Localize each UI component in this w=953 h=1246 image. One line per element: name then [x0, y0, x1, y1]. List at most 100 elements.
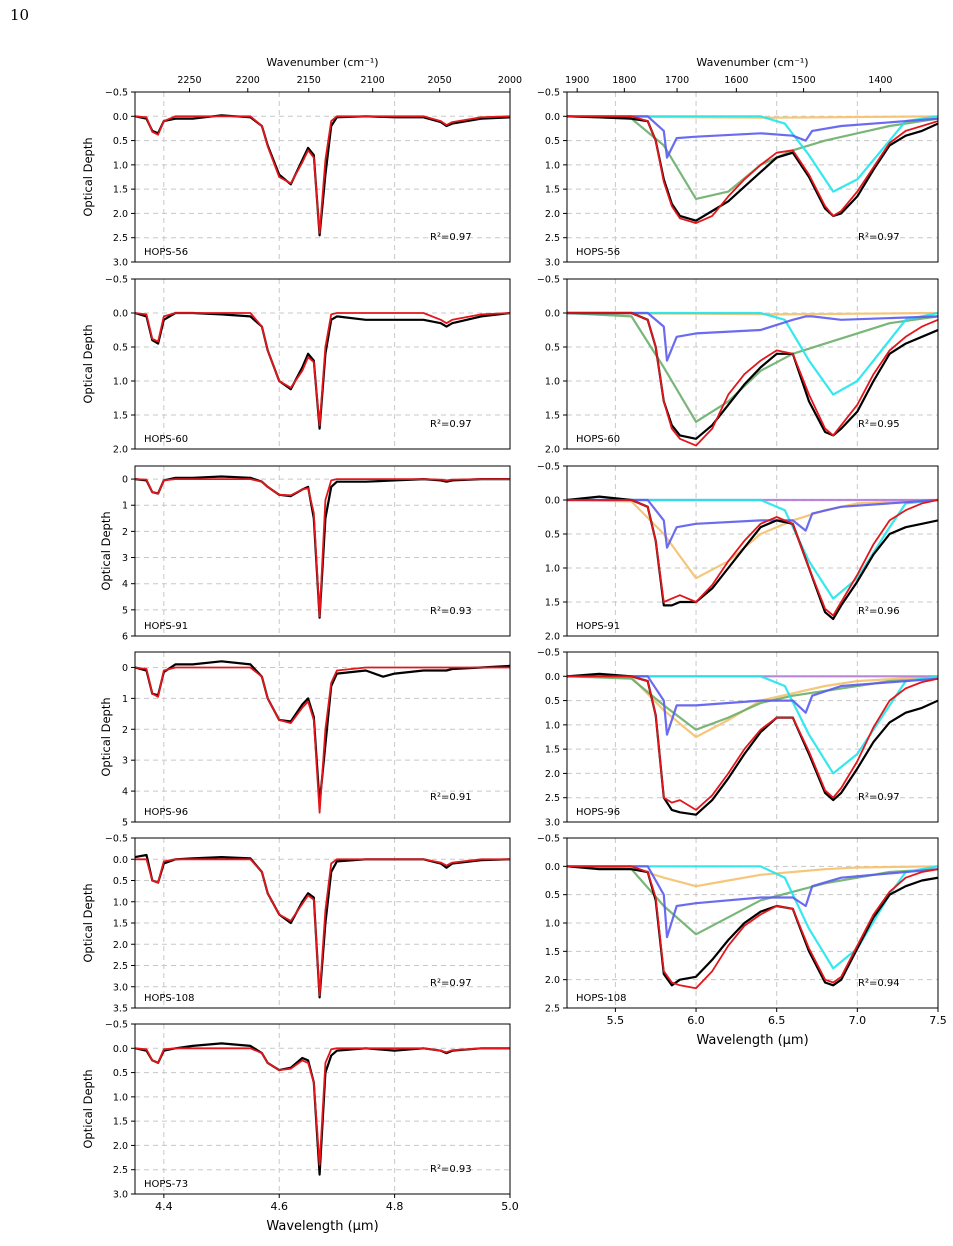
series-cyan-component	[567, 498, 938, 600]
y-tick-label: 2.5	[113, 233, 128, 244]
panel-label: HOPS-108	[576, 993, 626, 1004]
y-tick-label: 2	[122, 527, 128, 538]
r2-label: R²=0.94	[858, 978, 900, 989]
y-tick-label: 0.0	[113, 855, 128, 866]
y-tick-label: 1	[122, 694, 128, 705]
panel-left-hops-96: 0 1 2 3 4 5 HOPS-96 R²=0.91 Optical Depth	[99, 651, 511, 829]
y-tick-label: 1.5	[113, 411, 128, 422]
y-tick-label: 4	[122, 579, 128, 590]
series-cyan-component	[567, 865, 938, 970]
y-tick-label: 0.0	[545, 496, 560, 507]
panel-right-hops-60: −0.5 0.0 0.5 1.0 1.5 2.0 HOPS-60 R²=0.95	[537, 275, 939, 456]
series-total-fit	[135, 115, 510, 234]
y-tick-label: 1	[122, 501, 128, 512]
y-tick-label: 2.0	[113, 1141, 128, 1152]
r2-label: R²=0.97	[430, 232, 472, 243]
y-tick-label: −0.5	[537, 275, 560, 286]
y-tick-label: 1.5	[545, 185, 560, 196]
panel-label: HOPS-91	[144, 621, 188, 632]
y-tick-label: 1.0	[545, 160, 560, 171]
y-axis-label: Optical Depth	[99, 511, 113, 590]
y-tick-label: 0.5	[545, 343, 560, 354]
top-tick-label: 2250	[177, 75, 201, 86]
y-tick-label: 2.5	[545, 233, 560, 244]
series-total-fit	[135, 858, 510, 997]
r2-label: R²=0.93	[430, 606, 472, 617]
y-tick-label: −0.5	[105, 275, 128, 286]
panel-label: HOPS-60	[576, 434, 620, 445]
y-tick-label: −0.5	[105, 88, 128, 99]
r2-label: R²=0.96	[858, 606, 900, 617]
y-tick-label: −0.5	[537, 88, 560, 99]
x-tick-label: 6.0	[687, 1014, 705, 1027]
y-tick-label: 0.5	[545, 136, 560, 147]
top-tick-label: 1800	[612, 75, 636, 86]
y-tick-label: 2.0	[113, 940, 128, 951]
y-tick-label: 2.0	[113, 445, 128, 456]
series-total-fit	[567, 312, 938, 447]
x-tick-label: 7.0	[849, 1014, 867, 1027]
x-tick-label: 6.5	[768, 1014, 786, 1027]
y-tick-label: 1.0	[545, 720, 560, 731]
y-tick-label: 2.5	[113, 1165, 128, 1176]
panel-right-hops-56: −0.5 0.0 0.5 1.0 1.5 2.0 2.5 3.0 HOPS-56 R²=0.97 W…	[537, 56, 939, 269]
y-tick-label: 0.5	[545, 530, 560, 541]
y-tick-label: 1.5	[545, 745, 560, 756]
y-tick-label: 0.5	[545, 890, 560, 901]
panel-frame	[566, 837, 939, 1009]
top-tick-label: 1400	[868, 75, 892, 86]
y-tick-label: 1.5	[113, 185, 128, 196]
y-tick-label: 0.5	[113, 876, 128, 887]
panel-label: HOPS-96	[576, 807, 620, 818]
page-number: 10	[10, 6, 30, 24]
r2-label: R²=0.95	[858, 419, 900, 430]
panel-left-hops-73: −0.5 0.0 0.5 1.0 1.5 2.0 2.5 3.0 HOPS-73 R²=0.93 O…	[81, 1020, 519, 1235]
y-tick-label: 2.0	[545, 975, 560, 986]
r2-label: R²=0.93	[430, 1164, 472, 1175]
y-axis-label: Optical Depth	[81, 883, 95, 962]
series-total-fit	[135, 312, 510, 427]
y-tick-label: 0.0	[113, 112, 128, 123]
panel-label: HOPS-108	[144, 993, 194, 1004]
series-total-fit	[135, 1047, 510, 1166]
y-tick-label: 3.0	[113, 1190, 128, 1201]
y-tick-label: 0.0	[113, 1044, 128, 1055]
y-tick-label: −0.5	[537, 834, 560, 845]
panel-label: HOPS-60	[144, 434, 188, 445]
series-total-fit	[135, 478, 510, 618]
panel-frame	[566, 651, 939, 823]
panel-left-hops-60: −0.5 0.0 0.5 1.0 1.5 2.0 HOPS-60 R²=0.97 Optical…	[81, 275, 511, 456]
y-tick-label: 6	[122, 632, 128, 643]
y-tick-label: 1.0	[545, 564, 560, 575]
x-tick-label: 4.8	[386, 1200, 404, 1213]
y-tick-label: 2.0	[545, 445, 560, 456]
panel-frame	[134, 651, 511, 823]
y-tick-label: 0.5	[113, 136, 128, 147]
panel-left-hops-91: 0 1 2 3 4 5 6 HOPS-91 R²=0.93 Optical Depth	[99, 465, 511, 643]
y-tick-label: 1.5	[545, 947, 560, 958]
panel-label: HOPS-56	[576, 247, 620, 258]
top-tick-label: 2100	[361, 75, 385, 86]
r2-label: R²=0.97	[430, 978, 472, 989]
y-tick-label: 2.0	[545, 209, 560, 220]
series-total-fit	[567, 115, 938, 224]
panel-label: HOPS-56	[144, 247, 188, 258]
series-green-component	[567, 675, 938, 731]
panel-right-hops-91: −0.5 0.0 0.5 1.0 1.5 2.0 HOPS-91 R²=0.96	[537, 462, 939, 643]
y-tick-label: 2.0	[545, 769, 560, 780]
series-observed	[567, 865, 938, 987]
panel-right-hops-96: −0.5 0.0 0.5 1.0 1.5 2.0 2.5 3.0 HOPS-96 R²=0.97	[537, 648, 939, 829]
series-blue-component	[567, 498, 938, 549]
r2-label: R²=0.91	[430, 792, 472, 803]
y-tick-label: 1.0	[113, 897, 128, 908]
x-tick-label: 5.5	[607, 1014, 625, 1027]
top-tick-label: 1700	[665, 75, 689, 86]
y-tick-label: 3	[122, 553, 128, 564]
x-tick-label: 4.4	[155, 1200, 173, 1213]
series-cyan-component	[567, 675, 938, 775]
y-tick-label: 5	[122, 605, 128, 616]
y-tick-label: 0.0	[113, 309, 128, 320]
x-axis-label: Wavelength (μm)	[696, 1033, 808, 1048]
y-tick-label: 0.5	[113, 1068, 128, 1079]
